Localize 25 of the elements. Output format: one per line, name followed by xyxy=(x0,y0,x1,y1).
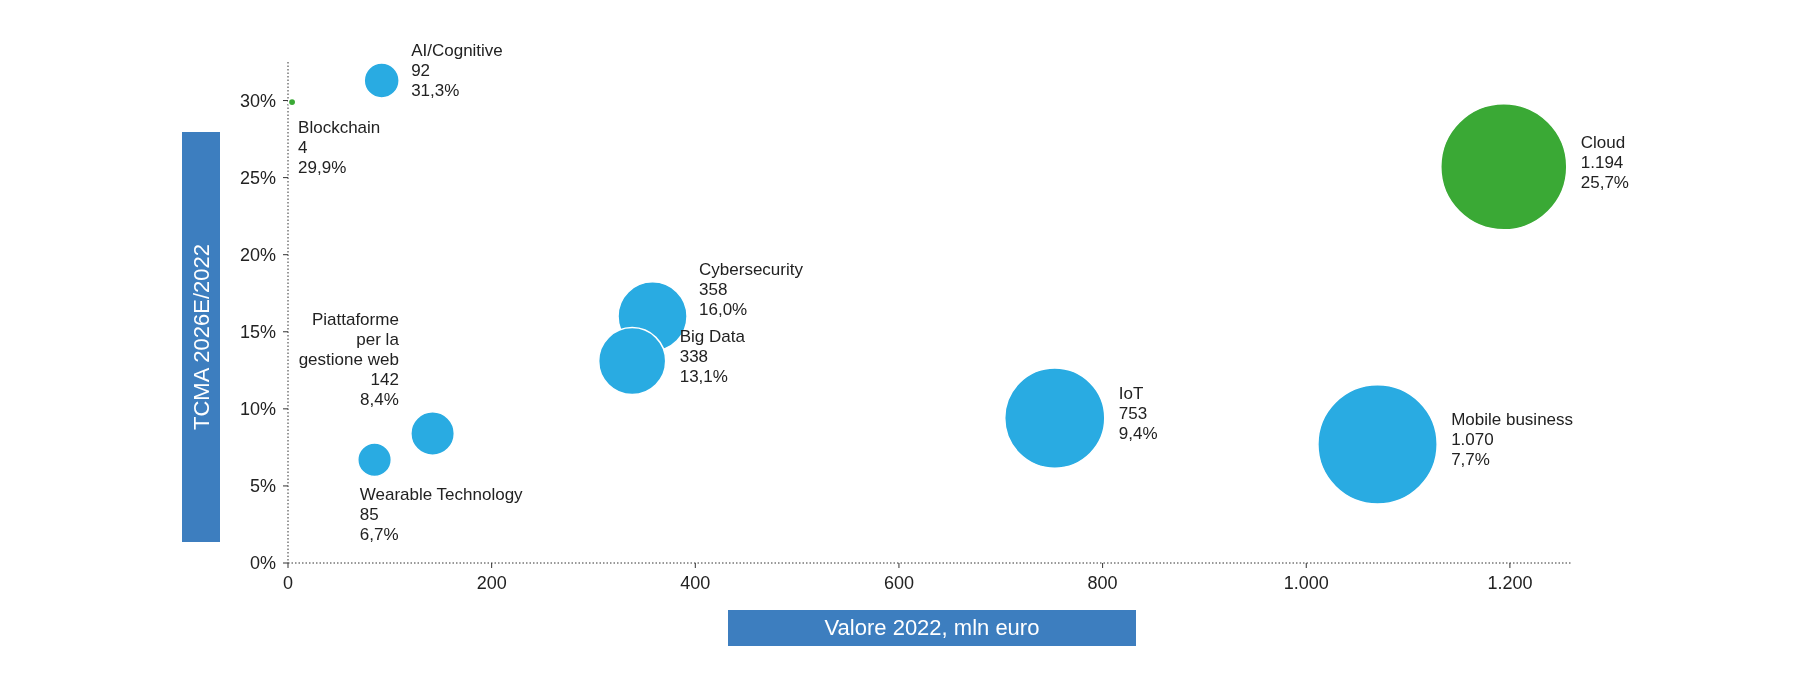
x-tick-label: 0 xyxy=(282,573,294,593)
x-tick-label: 200 xyxy=(476,573,507,593)
y-tick-label: 25% xyxy=(239,167,276,188)
x-tick-label: 1.200 xyxy=(1487,573,1533,593)
data-label: Mobile business 1.070 7,7% xyxy=(1451,410,1574,470)
x-tick-label: 800 xyxy=(1087,573,1118,593)
y-tick-label: 15% xyxy=(239,322,276,343)
data-label: IoT 753 9,4% xyxy=(1118,384,1158,444)
y-tick-label: 20% xyxy=(239,244,276,265)
data-label: Cybersecurity 358 16,0% xyxy=(699,259,804,319)
x-tick-label: 400 xyxy=(680,573,711,593)
data-label: AI/Cognitive 92 31,3% xyxy=(411,41,503,101)
x-tick-label: 600 xyxy=(883,573,914,593)
y-tick-label: 30% xyxy=(239,90,276,111)
y-tick-label: 0% xyxy=(249,553,276,574)
y-axis-title: TCMA 2026E/2022 xyxy=(189,244,214,430)
x-axis-title: Valore 2022, mln euro xyxy=(824,615,1040,640)
data-label: Blockchain 4 29,9% xyxy=(298,118,381,178)
x-tick-label: 1.000 xyxy=(1283,573,1329,593)
data-label: Big Data 338 13,1% xyxy=(679,327,746,387)
data-label: Piattaforme per la gestione web 142 8,4% xyxy=(298,309,400,409)
data-label: Cloud 1.194 25,7% xyxy=(1580,132,1629,192)
y-tick-label: 10% xyxy=(239,399,276,420)
data-label: Wearable Technology 85 6,7% xyxy=(359,484,524,544)
y-tick-label: 5% xyxy=(249,476,276,497)
